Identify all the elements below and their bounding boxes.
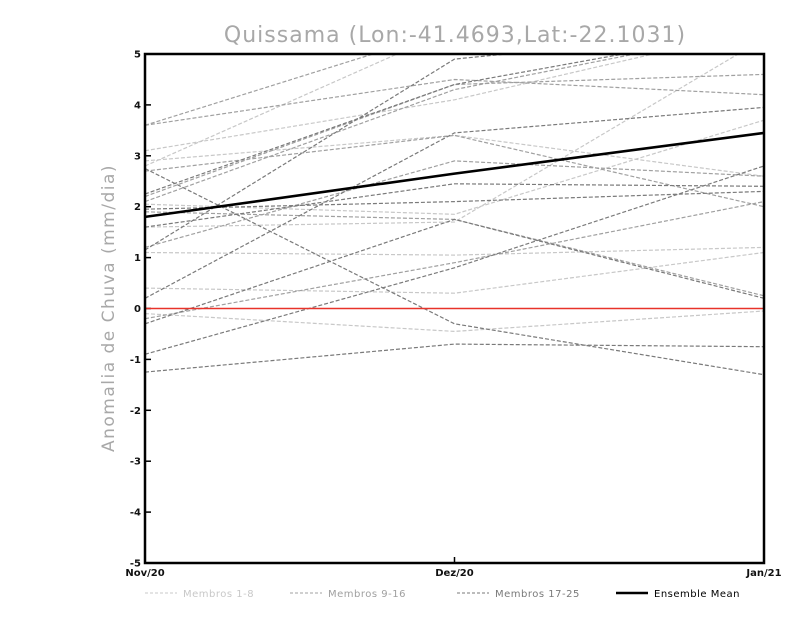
legend-label-3: Membros 17-25 [495,589,580,600]
x-tick-label: Nov/20 [125,568,164,579]
member-line-8 [145,54,740,228]
member-line-4 [145,246,764,256]
y-tick-label: 3 [134,151,141,162]
member-line-3 [145,251,764,294]
member-line-23 [145,218,764,325]
member-line-25 [145,54,627,195]
y-tick-label: -3 [130,457,141,468]
x-tick-label: Dez/20 [435,568,474,579]
member-line-12 [145,201,764,320]
member-line-15 [145,160,764,248]
y-axis-label: Anomalia de Chuva (mm/dia) [99,164,119,452]
y-tick-label: 0 [134,304,141,315]
member-line-2 [145,54,656,152]
member-line-13 [145,134,764,208]
member-line-24 [145,54,513,251]
y-tick-label: 4 [134,100,141,111]
member-line-6 [145,119,764,215]
member-line-18 [145,343,764,373]
plot-frame [143,52,766,565]
y-tick-label: -4 [130,508,141,519]
y-tick-label: 5 [134,50,141,61]
y-tick-label: -1 [130,355,141,366]
member-line-20 [145,183,764,228]
legend: Membros 1-8 Membros 9-16 Membros 17-25 Ense… [145,589,740,600]
member-line-22 [145,190,764,210]
y-tick-label: -2 [130,406,141,417]
legend-label-2: Membros 9-16 [328,589,406,600]
member-line-21 [145,106,764,299]
member-line-19 [145,165,764,355]
legend-label-4: Ensemble Mean [654,589,740,600]
member-line-17 [145,167,764,376]
x-tick-label: Jan/21 [745,568,781,579]
member-line-10 [145,73,764,198]
ensemble-member-lines [145,54,764,376]
ensemble-mean-group [145,131,764,219]
y-tick-group: 5 4 3 2 1 0 -1 -2 -3 -4 -5 [130,50,151,570]
x-tick-group: Nov/20 Dez/20 Jan/21 [125,557,782,579]
member-line-9 [145,78,764,126]
chart-title: Quissama (Lon:-41.4693,Lat:-22.1031) [224,23,686,48]
legend-label-1: Membros 1-8 [183,589,254,600]
member-line-5 [145,310,764,333]
y-tick-label: 2 [134,202,141,213]
ensemble-mean-line [145,131,764,219]
y-tick-label: 1 [134,253,141,264]
y-tick-label: -5 [130,559,141,570]
member-line-1 [145,134,764,177]
member-line-16 [145,54,638,203]
member-line-14 [145,54,375,126]
